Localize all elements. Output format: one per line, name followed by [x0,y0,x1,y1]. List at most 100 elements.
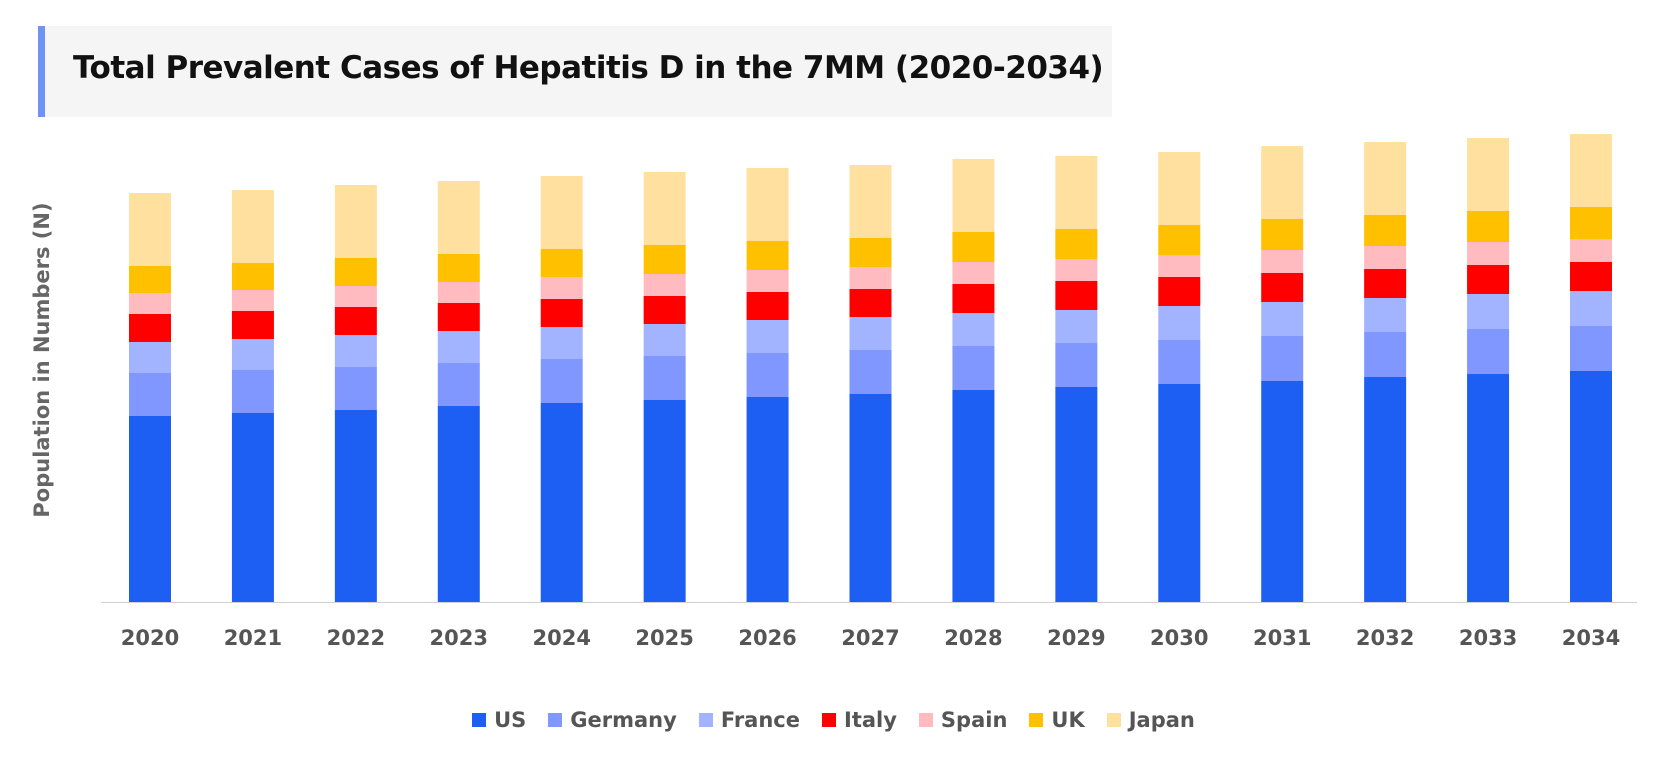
x-tick-label: 2020 [121,626,179,650]
bar-segment-us-2022 [334,410,377,602]
bar-segment-us-2033 [1467,374,1510,602]
x-tick-label: 2023 [430,626,488,650]
bar-segment-uk-2032 [1364,215,1407,246]
bar-segment-uk-2023 [437,254,480,282]
bar-segment-germany-2028 [952,346,995,390]
bar-segment-germany-2026 [746,353,789,397]
bar-segment-japan-2020 [129,193,171,266]
bar-segment-japan-2034 [1570,134,1612,207]
legend-swatch [548,713,563,727]
bar-segment-japan-2030 [1158,152,1201,225]
bar-segment-us-2031 [1261,381,1304,602]
bar-segment-us-2023 [437,406,480,602]
x-tick-label: 2027 [841,626,899,650]
bar-segment-germany-2032 [1364,332,1407,377]
bar-segment-italy-2032 [1364,269,1407,298]
bar-segment-italy-2028 [952,284,995,313]
bar-segment-spain-2031 [1261,250,1304,273]
bar-segment-uk-2025 [643,245,686,274]
bar-segment-france-2023 [437,331,480,363]
bar-segment-germany-2027 [849,350,892,394]
bar-segment-france-2020 [129,342,171,373]
bar-segment-spain-2032 [1364,246,1407,269]
bar-segment-uk-2031 [1261,219,1304,250]
bar-segment-spain-2029 [1055,259,1098,281]
bar-segment-france-2028 [952,313,995,346]
x-tick-label: 2032 [1356,626,1414,650]
bar-segment-germany-2030 [1158,340,1201,384]
bar-segment-france-2026 [746,320,789,353]
bar-segment-us-2021 [231,413,274,602]
bar-segment-germany-2021 [231,370,274,413]
x-tick-label: 2029 [1047,626,1105,650]
bar-segment-spain-2033 [1467,242,1510,265]
x-tick-label: 2022 [327,626,385,650]
bar-segment-italy-2029 [1055,281,1098,310]
legend-swatch [1106,713,1121,727]
bar-segment-uk-2024 [540,249,583,277]
bar-segment-japan-2032 [1364,142,1407,215]
bar-segment-spain-2021 [231,290,274,311]
bar-segment-france-2032 [1364,298,1407,332]
bar-segment-italy-2031 [1261,273,1304,302]
bar-segment-japan-2021 [231,190,274,263]
bar-segment-france-2027 [849,317,892,350]
bar-segment-italy-2033 [1467,265,1510,294]
legend-item-spain: Spain [918,708,1008,732]
x-tick-label: 2021 [224,626,282,650]
legend-swatch [472,713,487,727]
bar-segment-italy-2027 [849,289,892,317]
x-tick-label: 2031 [1253,626,1311,650]
bar-segment-uk-2030 [1158,225,1201,255]
bar-segment-japan-2026 [746,168,789,241]
bar-segment-italy-2034 [1570,262,1612,291]
bar-segment-japan-2027 [849,165,892,238]
bar-segment-us-2027 [849,394,892,602]
bar-segment-us-2024 [540,403,583,602]
bar-segment-germany-2024 [540,359,583,403]
bar-segment-uk-2020 [129,266,171,293]
bar-segment-germany-2031 [1261,336,1304,381]
bar-segment-france-2034 [1570,291,1612,326]
bar-segment-spain-2025 [643,274,686,296]
bar-segment-uk-2029 [1055,229,1098,259]
legend-label: Spain [940,708,1008,732]
legend-item-italy: Italy [822,708,897,732]
bar-segment-spain-2024 [540,277,583,299]
bar-segment-france-2029 [1055,310,1098,343]
bar-segment-uk-2021 [231,263,274,290]
bar-segment-japan-2029 [1055,156,1098,229]
legend-item-germany: Germany [548,708,677,732]
bar-segment-italy-2022 [334,307,377,335]
bar-segment-spain-2020 [129,293,171,314]
bar-segment-us-2026 [746,397,789,602]
x-tick-label: 2028 [944,626,1002,650]
bar-segment-italy-2025 [643,296,686,324]
x-tick-label: 2024 [532,626,590,650]
bar-segment-japan-2025 [643,172,686,245]
bar-segment-spain-2022 [334,286,377,307]
bar-segment-italy-2026 [746,292,789,320]
legend-swatch [822,713,836,727]
legend-label: UK [1051,708,1085,732]
bar-segment-us-2028 [952,390,995,602]
bar-segment-japan-2024 [540,176,583,249]
bar-segment-france-2031 [1261,302,1304,336]
legend-label: Germany [570,708,677,732]
chart-title-box: Total Prevalent Cases of Hepatitis D in … [38,26,1112,117]
bar-segment-uk-2033 [1467,211,1510,242]
bar-segment-us-2032 [1364,377,1407,602]
legend-item-japan: Japan [1106,708,1195,732]
bar-segment-france-2025 [643,324,686,356]
legend-swatch [1029,713,1044,727]
bar-segment-japan-2033 [1467,138,1510,211]
bar-segment-germany-2022 [334,367,377,410]
bar-segment-france-2024 [540,327,583,359]
x-tick-label: 2033 [1459,626,1517,650]
bar-segment-spain-2027 [849,267,892,289]
bar-segment-spain-2028 [952,262,995,284]
bar-segment-italy-2021 [231,311,274,339]
bar-segment-us-2030 [1158,384,1201,602]
legend-swatch [698,713,713,727]
